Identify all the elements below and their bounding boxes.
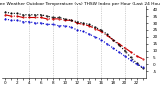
Title: Milwaukee Weather Outdoor Temperature (vs) THSW Index per Hour (Last 24 Hours): Milwaukee Weather Outdoor Temperature (v… [0,2,160,6]
